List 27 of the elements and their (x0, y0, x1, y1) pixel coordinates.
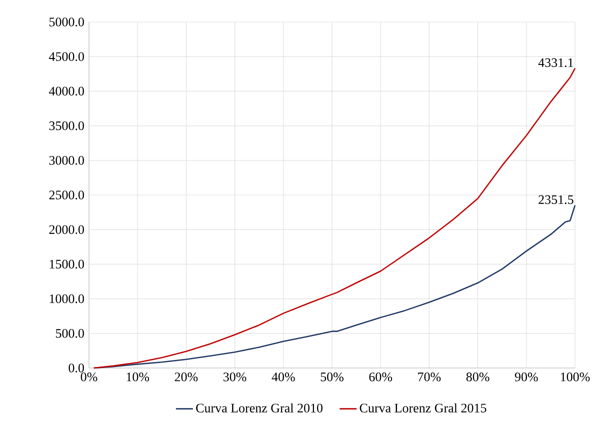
x-tick-label: 90% (514, 372, 538, 382)
y-tick-label: 5000.0 (49, 18, 84, 26)
legend-label: Curva Lorenz Gral 2015 (360, 403, 486, 412)
annotation: 2351.5 (538, 195, 574, 204)
y-tick-label: 3500.0 (49, 121, 84, 130)
y-tick-label: 4500.0 (48, 52, 84, 62)
x-tick-label: 60% (369, 372, 392, 382)
x-tick-label: 100% (560, 372, 590, 382)
legend-label: Curva Lorenz Gral 2010 (196, 403, 323, 412)
y-tick-label: 4000.0 (48, 86, 84, 96)
x-tick-label: 30% (224, 372, 246, 382)
y-tick-label: 2500.0 (49, 190, 84, 200)
y-tick-label: 500.0 (56, 328, 84, 338)
line-series (93, 68, 576, 369)
x-tick-label: 70% (418, 372, 441, 382)
x-tick-label: 20% (174, 372, 198, 382)
x-tick-label: 50% (320, 372, 344, 382)
y-tick-label: 1500.0 (50, 260, 84, 269)
x-tick-label: 40% (272, 372, 295, 382)
y-tick-label: 1000.0 (50, 294, 84, 304)
x-tick-label: 0% (80, 372, 98, 382)
y-tick-label: 0.0 (68, 364, 84, 372)
x-tick-label: 80% (466, 372, 490, 382)
annotation: 4331.1 (538, 58, 574, 68)
x-tick-label: 10% (126, 372, 150, 382)
y-tick-label: 3000.0 (49, 156, 84, 165)
y-tick-label: 2000.0 (49, 225, 84, 234)
